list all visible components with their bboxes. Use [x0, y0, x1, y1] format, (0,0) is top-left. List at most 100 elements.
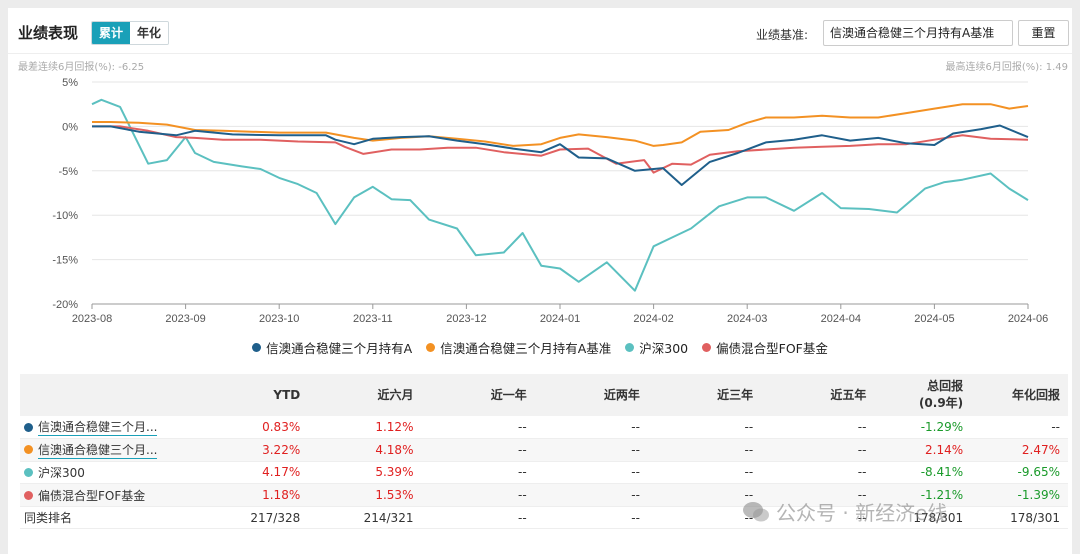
legend-label: 信澳通合稳健三个月持有A: [266, 341, 413, 356]
table-cell: --: [534, 416, 648, 440]
table-cell: --: [647, 506, 762, 530]
table-header: 近一年: [421, 374, 535, 416]
series-line: [92, 125, 1029, 174]
fund-link[interactable]: 沪深300: [38, 465, 85, 480]
table-cell: 1.12%: [308, 416, 422, 440]
y-tick-label: 0%: [62, 121, 78, 133]
fund-link[interactable]: 信澳通合稳健三个月...: [38, 442, 158, 459]
row-name: 同类排名: [20, 506, 195, 530]
legend-label: 偏债混合型FOF基金: [716, 341, 828, 356]
worst-6m-return: 最差连续6月回报(%): -6.25: [18, 62, 145, 73]
table-cell: --: [647, 461, 762, 485]
table-cell: --: [647, 416, 762, 440]
table-cell: -1.29%: [874, 416, 972, 440]
y-tick-label: -10%: [52, 210, 78, 222]
mode-tabs: 累计 年化: [91, 21, 170, 45]
series-line: [92, 103, 1029, 147]
table-header: 年化回报: [971, 374, 1068, 416]
series-dot: [24, 422, 33, 432]
table-header: 总回报 (0.9年): [874, 374, 972, 416]
row-name: 信澳通合稳健三个月...: [20, 438, 195, 462]
table-cell: --: [761, 438, 875, 462]
table-cell: --: [647, 438, 762, 462]
legend-item[interactable]: 信澳通合稳健三个月持有A: [252, 338, 412, 357]
table-cell: 178/301: [874, 506, 972, 530]
section-title: 业绩表现: [18, 24, 79, 42]
x-tick-label: 2024-02: [633, 313, 673, 325]
tab-annualized[interactable]: 年化: [130, 22, 169, 44]
best-6m-return: 最高连续6月回报(%): 1.49: [945, 62, 1068, 73]
table-cell: 178/301: [971, 506, 1068, 530]
table-cell: --: [971, 416, 1068, 440]
table-cell: -1.39%: [971, 483, 1068, 507]
table-cell: -8.41%: [874, 461, 972, 485]
table-header: 近三年: [647, 374, 762, 416]
legend-item[interactable]: 信澳通合稳健三个月持有A基准: [426, 338, 611, 357]
chart-legend: 信澳通合稳健三个月持有A 信澳通合稳健三个月持有A基准 沪深300 偏债混合型FOF基…: [8, 338, 1072, 357]
x-tick-label: 2024-03: [727, 313, 767, 325]
table-row: 沪深300 4.17% 5.39% -- -- -- -- -8.41% -9.65%: [20, 461, 1068, 485]
table-cell: --: [761, 416, 875, 440]
x-tick-label: 2024-06: [1008, 313, 1048, 325]
series-line: [91, 98, 1029, 292]
x-tick-label: 2023-11: [353, 313, 393, 325]
fund-link[interactable]: 信澳通合稳健三个月...: [38, 420, 158, 437]
table-cell: 4.17%: [195, 461, 309, 485]
performance-line-chart: 5% 0% -5% -10% -15% -20% 2023-08 2023-09 2023-10…: [52, 77, 1048, 325]
legend-dot: [702, 343, 712, 352]
x-tick-label: 2023-10: [259, 313, 299, 325]
table-row: 偏债混合型FOF基金 1.18% 1.53% -- -- -- -- -1.21% -1.39%: [20, 483, 1068, 507]
x-tick-label: 2024-01: [540, 313, 580, 325]
table-cell: 2.14%: [874, 438, 972, 462]
table-cell: --: [761, 506, 875, 530]
table-cell: 0.83%: [195, 416, 309, 440]
table-cell: 214/321: [308, 506, 422, 530]
table-cell: --: [761, 483, 875, 507]
table-cell: --: [761, 461, 875, 485]
table-header: [20, 374, 195, 416]
reset-button[interactable]: 重置: [1018, 20, 1069, 46]
table-cell: --: [421, 506, 535, 530]
table-header: 近五年: [761, 374, 875, 416]
table-cell: --: [534, 483, 648, 507]
table-cell: 1.53%: [308, 483, 422, 507]
table-cell: 3.22%: [195, 438, 309, 462]
x-tick-label: 2024-05: [914, 313, 954, 325]
table-row: 信澳通合稳健三个月... 3.22% 4.18% -- -- -- -- 2.14% 2.47%: [20, 438, 1068, 462]
fund-link[interactable]: 偏债混合型FOF基金: [38, 488, 146, 503]
table-header: 近两年: [534, 374, 648, 416]
series-dot: [24, 467, 33, 477]
table-cell: --: [421, 461, 535, 485]
table-cell: --: [647, 483, 762, 507]
row-name: 偏债混合型FOF基金: [20, 483, 195, 507]
benchmark-select[interactable]: 信澳通合稳健三个月持有A基准: [823, 20, 1013, 46]
table-cell: -1.21%: [874, 483, 972, 507]
series-dot: [24, 445, 33, 455]
legend-dot: [426, 343, 436, 352]
table-header: YTD: [195, 374, 309, 416]
table-cell: -9.65%: [971, 461, 1068, 485]
benchmark-label: 业绩基准:: [756, 28, 809, 42]
legend-item[interactable]: 沪深300: [625, 338, 688, 357]
legend-label: 信澳通合稳健三个月持有A基准: [440, 341, 612, 356]
table-cell: 4.18%: [308, 438, 422, 462]
y-tick-label: -15%: [52, 255, 78, 267]
table-cell: --: [534, 461, 648, 485]
row-name: 沪深300: [20, 461, 195, 485]
tab-cumulative[interactable]: 累计: [92, 22, 131, 44]
table-cell: 2.47%: [971, 438, 1068, 462]
table-cell: --: [421, 483, 535, 507]
table-cell: 5.39%: [308, 461, 422, 485]
table-cell: 1.18%: [195, 483, 309, 507]
rank-label: 同类排名: [24, 511, 73, 526]
legend-dot: [252, 343, 262, 352]
legend-label: 沪深300: [639, 341, 689, 356]
table-cell: --: [534, 506, 648, 530]
y-tick-label: 5%: [62, 77, 78, 89]
table-cell: --: [421, 438, 535, 462]
row-name: 信澳通合稳健三个月...: [20, 416, 195, 440]
x-tick-label: 2023-09: [165, 313, 205, 325]
y-tick-label: -20%: [52, 299, 78, 311]
performance-table: YTD 近六月 近一年 近两年 近三年 近五年 总回报 (0.9年) 年化回报 信澳通合稳健三个…: [20, 374, 1068, 530]
legend-item[interactable]: 偏债混合型FOF基金: [702, 338, 828, 357]
